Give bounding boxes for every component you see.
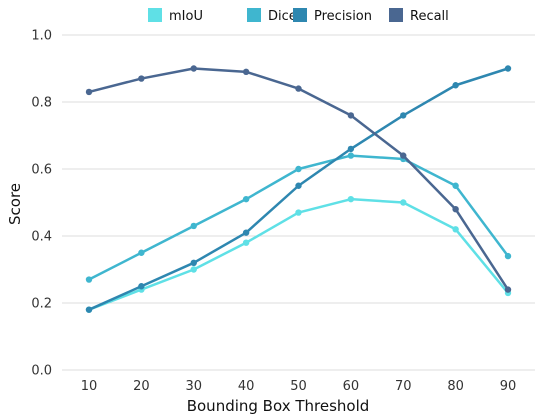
data-point-miou (190, 266, 197, 273)
legend-item-recall: Recall (389, 8, 449, 24)
data-point-miou (400, 199, 407, 206)
x-axis-title: Bounding Box Threshold (187, 397, 370, 415)
data-point-precision (85, 306, 93, 313)
data-point-precision (190, 259, 197, 266)
data-point-precision (452, 82, 459, 89)
data-point-recall (138, 75, 145, 82)
series-line-precision (88, 67, 509, 311)
legend-swatch-miou (148, 8, 162, 22)
data-point-recall (452, 206, 459, 213)
data-point-dice (242, 195, 250, 203)
data-point-recall (504, 286, 512, 293)
data-point-recall (85, 88, 93, 96)
x-tick-label: 90 (500, 379, 517, 394)
data-point-precision (504, 65, 512, 72)
x-tick-label: 40 (238, 379, 255, 394)
data-point-miou (242, 239, 250, 246)
x-tick-label: 70 (395, 379, 412, 394)
data-point-dice (347, 152, 355, 159)
legend-item-dice: Dice (247, 8, 297, 24)
x-tick-label: 20 (133, 379, 150, 394)
data-point-dice (85, 276, 93, 283)
series-miou (85, 195, 512, 313)
grid-lines (62, 34, 535, 371)
data-point-precision (295, 182, 302, 189)
x-tick-label: 30 (185, 379, 202, 394)
x-tick-label: 80 (447, 379, 464, 394)
data-point-dice (295, 165, 302, 173)
legend-item-precision: Precision (293, 8, 372, 24)
x-tick-label: 60 (343, 379, 360, 394)
legend-label-recall: Recall (410, 9, 449, 24)
data-point-miou (295, 209, 302, 216)
data-point-recall (400, 152, 407, 159)
series-lines (85, 65, 512, 313)
legend-swatch-dice (247, 8, 261, 22)
data-point-dice (452, 182, 459, 189)
y-tick-label: 0.4 (31, 230, 52, 245)
axes: 0.0 0.2 0.4 0.6 0.8 1.0 10 20 30 40 50 60 70 80 90 (31, 29, 516, 395)
x-tick-label: 10 (81, 379, 98, 394)
legend-label-precision: Precision (314, 9, 372, 24)
y-tick-label: 0.2 (31, 297, 52, 312)
legend-item-miou: mIoU (148, 8, 203, 24)
data-point-precision (138, 283, 145, 290)
legend-swatch-precision (293, 8, 307, 22)
data-point-dice (190, 222, 197, 230)
y-tick-label: 1.0 (31, 29, 52, 44)
data-point-dice (504, 252, 512, 260)
series-line-dice (88, 154, 510, 281)
data-point-miou (452, 226, 459, 233)
data-point-recall (295, 85, 302, 92)
data-point-miou (347, 195, 355, 203)
legend-label-dice: Dice (268, 9, 297, 24)
data-point-recall (190, 65, 197, 72)
series-precision (85, 65, 512, 313)
series-dice (85, 152, 512, 283)
legend-swatch-recall (389, 8, 403, 22)
y-tick-label: 0.8 (31, 96, 52, 111)
series-recall (85, 65, 512, 293)
legend-label-miou: mIoU (169, 9, 203, 24)
data-point-dice (138, 249, 145, 256)
y-axis-title: Score (6, 183, 24, 225)
data-point-precision (347, 145, 355, 153)
data-point-recall (347, 112, 355, 119)
x-tick-label: 50 (290, 379, 307, 394)
y-tick-label: 0.0 (31, 364, 52, 379)
data-point-precision (400, 112, 407, 119)
legend: mIoU Dice Precision Recall (148, 8, 449, 24)
data-point-precision (242, 229, 250, 236)
y-tick-label: 0.6 (31, 163, 52, 178)
data-point-recall (242, 68, 250, 76)
